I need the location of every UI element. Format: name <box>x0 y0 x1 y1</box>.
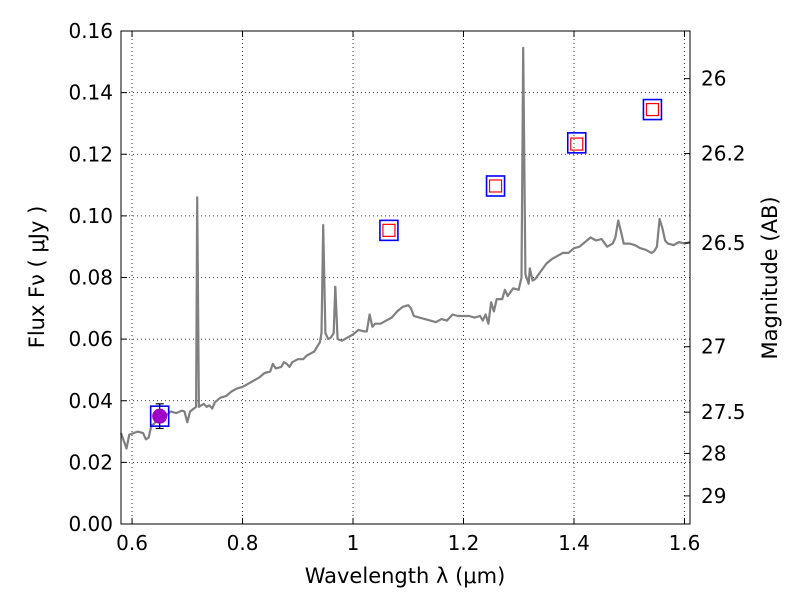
x-tick-label: 0.6 <box>116 531 148 555</box>
synthetic-photometry-marker <box>642 98 663 121</box>
model-spectrum-line <box>119 46 691 450</box>
x-tick-label: 0.8 <box>227 531 259 555</box>
y-axis-label: Flux Fν ( μJy ) <box>25 206 49 349</box>
y2-tick-label: 29 <box>701 484 726 508</box>
y2-axis-ticks: 26 26.2 26.5 27 27.5 28 29 <box>684 67 746 508</box>
model-photometry-marker <box>570 137 584 151</box>
y-tick-label: 0.02 <box>68 450 113 474</box>
y-tick-label: 0.16 <box>68 19 113 43</box>
synthetic-photometry-marker <box>379 219 399 242</box>
y2-tick-label: 28 <box>701 441 726 465</box>
y2-tick-label: 27.5 <box>701 400 746 424</box>
model-photometry-marker <box>645 102 660 117</box>
y2-axis-label: Magnitude (AB) <box>758 196 782 359</box>
photometry-markers <box>149 98 663 430</box>
y2-tick-label: 27 <box>701 335 726 359</box>
y-tick-label: 0.06 <box>68 327 113 351</box>
model-photometry-marker <box>488 179 503 193</box>
synthetic-photometry-marker <box>566 132 587 154</box>
y2-tick-label: 26 <box>701 67 726 91</box>
y-tick-label: 0.00 <box>68 512 113 536</box>
x-tick-label: 1.2 <box>448 531 480 555</box>
synthetic-photometry-marker <box>485 175 506 197</box>
model-spectrum-layer <box>119 46 691 450</box>
y-tick-label: 0.10 <box>68 204 113 228</box>
y2-tick-label: 26.2 <box>701 142 746 166</box>
y-tick-label: 0.12 <box>68 142 113 166</box>
y2-tick-label: 26.5 <box>701 231 746 255</box>
x-axis-label: Wavelength λ (μm) <box>305 564 506 588</box>
y-axis-ticks: 0.00 0.02 0.04 0.06 0.08 0.10 0.12 0.14 0.16 <box>68 19 127 536</box>
y-tick-label: 0.04 <box>68 389 113 413</box>
grid-lines <box>121 30 690 525</box>
y-tick-label: 0.14 <box>68 81 113 105</box>
observed-photometry-point <box>152 408 168 424</box>
x-tick-label: 1.6 <box>669 531 701 555</box>
x-tick-label: 1.4 <box>558 531 590 555</box>
x-axis-ticks: 0.6 0.8 1 1.2 1.4 1.6 <box>116 31 700 555</box>
y-tick-label: 0.08 <box>68 266 113 290</box>
x-tick-label: 1 <box>347 531 360 555</box>
model-photometry-marker <box>382 223 396 237</box>
